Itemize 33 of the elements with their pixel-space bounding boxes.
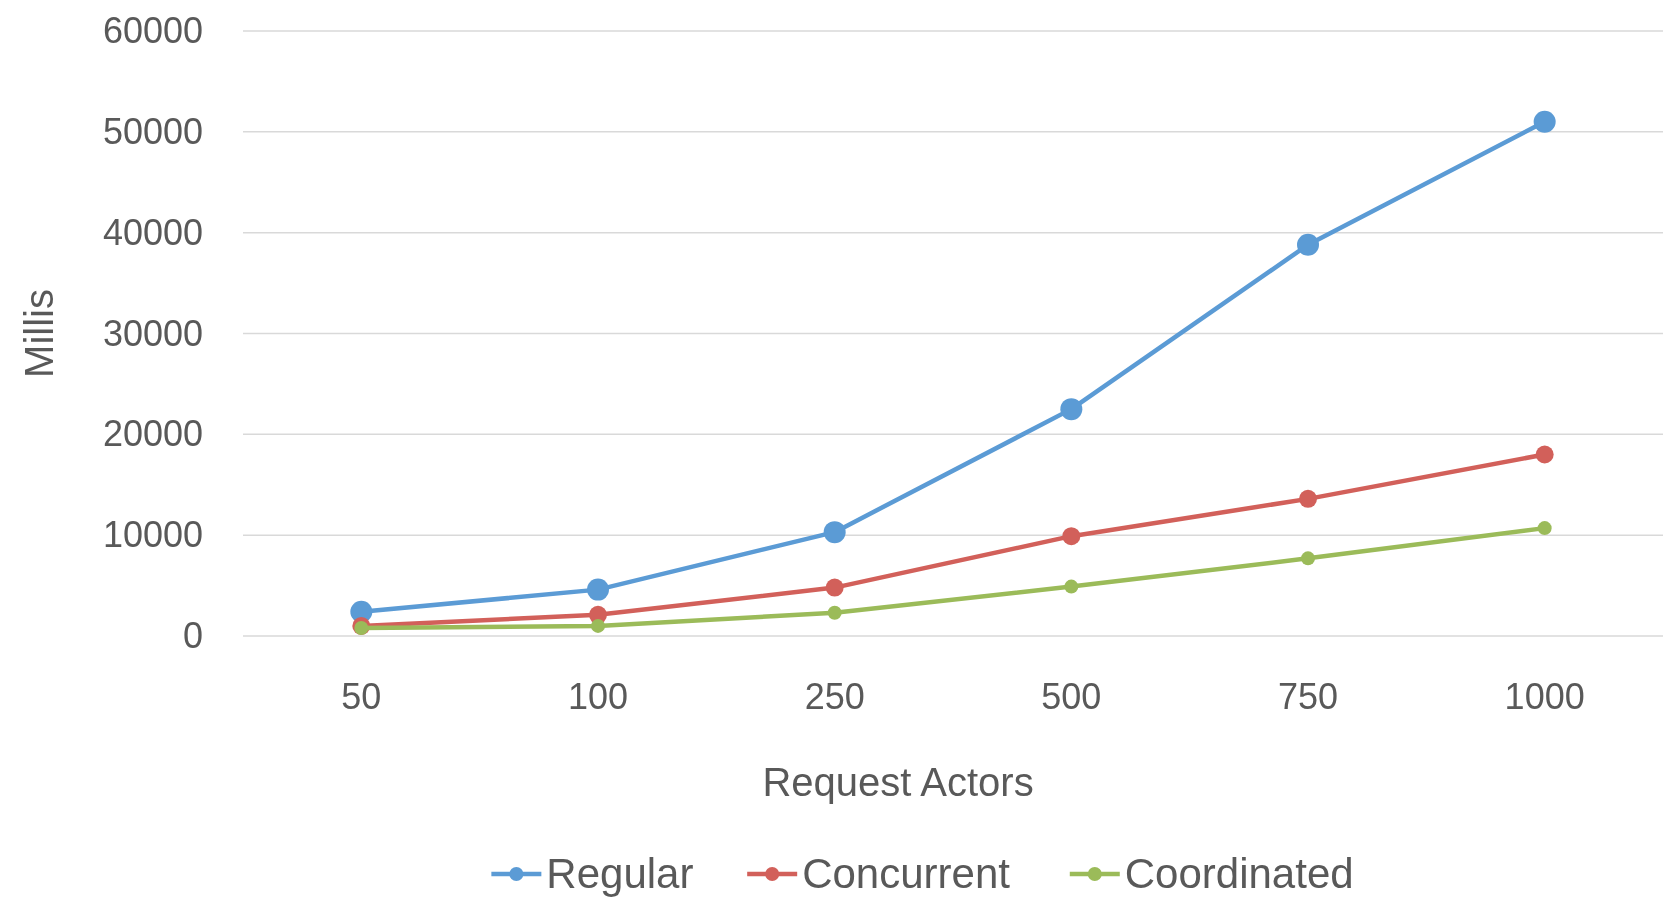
point <box>591 618 605 633</box>
x-tick-label: 50 <box>341 676 382 717</box>
y-tick-label: 50000 <box>102 110 203 152</box>
x-tick-label: 250 <box>804 676 865 717</box>
point <box>823 521 846 544</box>
point <box>825 578 844 597</box>
x-axis-title: Request Actors <box>762 760 1034 804</box>
y-axis-title: Millis <box>17 289 61 378</box>
point <box>1297 233 1319 256</box>
y-tick-label: 40000 <box>102 211 203 253</box>
y-tick-label: 60000 <box>102 10 203 51</box>
x-tick-label: 750 <box>1277 676 1339 717</box>
y-tick-label: 20000 <box>102 413 203 455</box>
point <box>1535 445 1554 464</box>
point <box>1062 527 1081 546</box>
x-tick-label: 500 <box>1041 676 1102 717</box>
point <box>827 605 842 620</box>
point <box>1301 551 1315 566</box>
y-tick-label: 0 <box>182 615 203 656</box>
legend-label: Regular <box>546 850 694 897</box>
point <box>1299 489 1317 508</box>
point <box>1537 521 1552 536</box>
point <box>354 620 369 635</box>
point <box>587 578 609 601</box>
y-tick-label: 10000 <box>102 514 203 556</box>
y-tick-label: 30000 <box>102 312 203 354</box>
point <box>1533 110 1556 133</box>
x-tick-label: 1000 <box>1504 676 1585 717</box>
x-tick-label: 100 <box>567 676 629 717</box>
legend-label: Concurrent <box>802 850 1011 897</box>
point <box>1060 398 1083 421</box>
legend-label: Coordinated <box>1124 850 1354 897</box>
point <box>1064 579 1079 594</box>
